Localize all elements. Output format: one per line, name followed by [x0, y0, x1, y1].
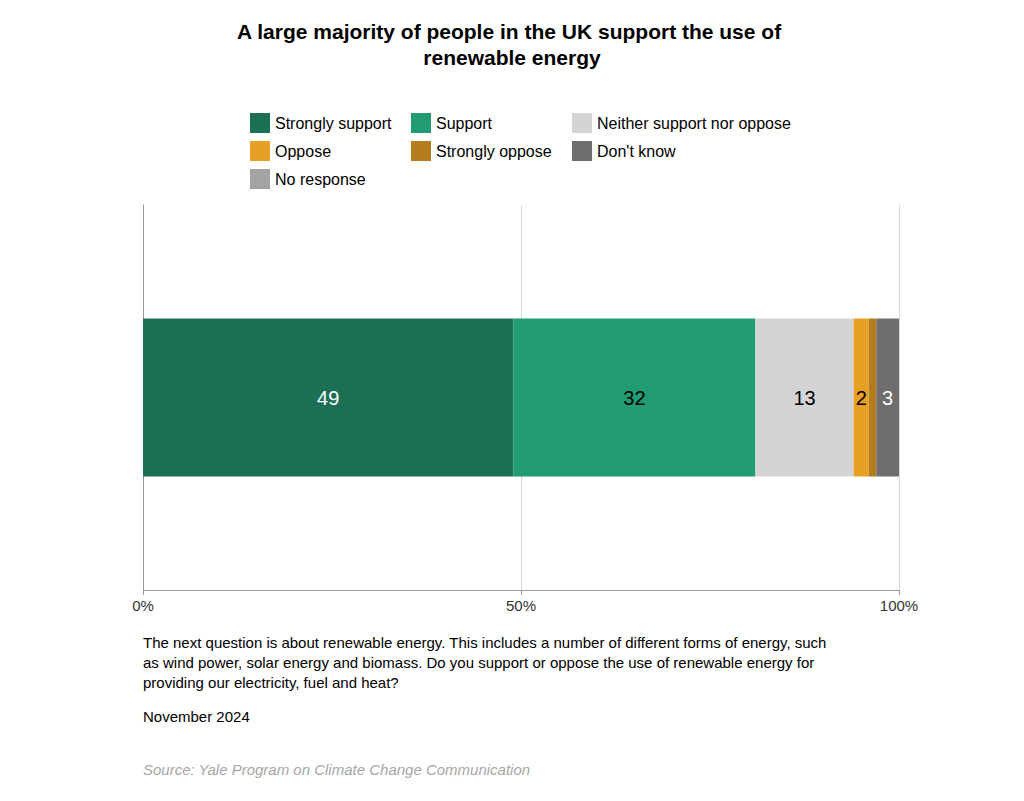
svg-text:No response: No response [275, 171, 366, 188]
svg-text:2: 2 [856, 387, 867, 409]
svg-text:as wind power, solar energy an: as wind power, solar energy and biomass.… [143, 654, 818, 671]
svg-text:100%: 100% [880, 597, 918, 614]
svg-text:Neither support nor oppose: Neither support nor oppose [597, 115, 791, 132]
svg-text:Strongly oppose: Strongly oppose [436, 143, 552, 160]
svg-text:The next question is about ren: The next question is about renewable ene… [143, 634, 831, 651]
svg-text:50%: 50% [506, 597, 536, 614]
svg-text:A large majority of people in: A large majority of people in the UK sup… [237, 20, 787, 43]
svg-text:13: 13 [793, 387, 815, 409]
svg-text:0%: 0% [132, 597, 154, 614]
svg-text:Support: Support [436, 115, 493, 132]
svg-text:Strongly support: Strongly support [275, 115, 392, 132]
svg-text:November 2024: November 2024 [143, 708, 250, 725]
svg-text:3: 3 [882, 387, 893, 409]
svg-text:32: 32 [623, 387, 645, 409]
svg-text:Don't know: Don't know [597, 143, 676, 160]
svg-text:providing our electricity, fue: providing our electricity, fuel and heat… [143, 674, 399, 691]
svg-text:Source: Yale Program on Climat: Source: Yale Program on Climate Change C… [143, 761, 530, 778]
svg-text:49: 49 [317, 387, 339, 409]
svg-text:Oppose: Oppose [275, 143, 331, 160]
svg-text:renewable energy: renewable energy [423, 46, 601, 69]
